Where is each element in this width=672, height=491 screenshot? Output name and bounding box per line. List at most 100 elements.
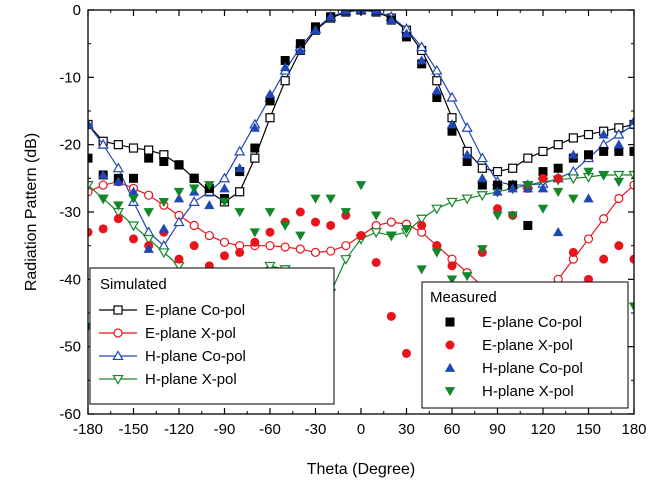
measured-point — [279, 62, 291, 72]
simulated-point — [583, 234, 594, 244]
x-tick-label: 30 — [398, 421, 415, 438]
simulated-point — [158, 248, 170, 259]
simulated-point — [295, 244, 305, 254]
measured-point — [614, 241, 624, 251]
legend-box — [421, 281, 629, 409]
simulated-point — [310, 247, 321, 257]
measured-point — [432, 241, 442, 251]
legend-label: E-plane X-pol — [482, 337, 573, 354]
measured-point — [568, 247, 578, 257]
measured-point — [356, 231, 366, 241]
simulated-point — [568, 133, 578, 143]
measured-point — [189, 241, 199, 251]
measured-point — [310, 25, 321, 35]
simulated-point — [143, 234, 155, 245]
measured-point — [401, 224, 412, 235]
measured-point — [310, 194, 321, 204]
measured-point — [113, 201, 124, 211]
measured-point — [295, 45, 306, 55]
simulated-point — [567, 174, 579, 185]
measured-point — [416, 265, 427, 275]
measured-point — [143, 243, 154, 253]
measured-point — [493, 180, 502, 190]
legends: Simulated E-plane Co-pol E-plane X-pol H-pl… — [89, 267, 629, 409]
measured-point — [295, 231, 306, 241]
simulated-point — [326, 246, 336, 256]
measured-point — [552, 187, 564, 197]
measured-point — [97, 194, 109, 204]
simulated-point — [250, 153, 260, 163]
measured-point — [158, 198, 170, 208]
measured-point — [128, 194, 139, 204]
legend-label: E-plane Co-pol — [145, 302, 245, 319]
measured-point — [447, 261, 457, 271]
measured-point — [113, 176, 124, 186]
simulated-point — [461, 122, 473, 132]
measured-point — [446, 119, 458, 129]
measured-point — [250, 237, 260, 247]
measured-point — [249, 122, 261, 132]
simulated-point — [189, 220, 199, 231]
measured-point — [88, 227, 93, 237]
measured-point — [568, 149, 579, 159]
measured-point — [461, 149, 473, 159]
measured-point — [97, 169, 109, 179]
y-tick-label: 0 — [73, 2, 81, 19]
measured-point — [507, 211, 518, 221]
measured-point — [629, 254, 634, 264]
measured-point — [188, 184, 200, 194]
simulated-point — [341, 241, 351, 251]
measured-point — [598, 171, 609, 181]
measured-point — [234, 163, 245, 173]
simulated-point — [583, 129, 594, 140]
simulated-point — [144, 145, 154, 155]
simulated-point — [173, 216, 185, 227]
legend-measured: Measured E-plane Co-pol E-plane X-pol H-pla… — [421, 281, 629, 409]
x-tick-label: -180 — [73, 421, 103, 438]
measured-point — [173, 193, 185, 203]
simulated-point — [446, 197, 458, 208]
measured-point — [174, 254, 184, 264]
legend-marker — [112, 374, 124, 385]
measured-point — [614, 146, 624, 156]
measured-point — [249, 228, 261, 238]
simulated-point — [280, 76, 290, 86]
x-tick-label: 60 — [444, 421, 461, 438]
legend-marker — [444, 387, 456, 397]
simulated-point — [127, 221, 140, 232]
y-tick-label: -60 — [59, 406, 81, 423]
measured-point — [98, 224, 108, 234]
simulated-point — [446, 91, 458, 102]
measured-series-3 — [88, 10, 634, 253]
y-tick-label: -10 — [59, 69, 81, 86]
simulated-point — [340, 255, 352, 265]
legend-marker — [445, 340, 455, 350]
measured-point — [599, 146, 609, 156]
measured-point — [628, 302, 634, 312]
measured-point — [447, 126, 457, 136]
simulated-point — [476, 152, 488, 163]
measured-point — [628, 115, 634, 125]
measured-point — [613, 177, 625, 187]
measured-point — [583, 167, 594, 177]
simulated-point — [599, 214, 609, 224]
measured-point — [265, 96, 275, 106]
legend-marker — [444, 362, 456, 372]
measured-point — [492, 211, 503, 221]
measured-point — [144, 153, 154, 163]
simulated-point — [280, 242, 290, 252]
legend-label: H-plane Co-pol — [482, 360, 583, 377]
simulated-point — [629, 180, 634, 190]
measured-point — [265, 227, 275, 237]
measured-point — [523, 220, 533, 230]
measured-point — [446, 275, 458, 285]
measured-point — [386, 311, 396, 321]
simulated-point — [98, 180, 108, 190]
x-axis-title: Theta (Degree) — [307, 461, 416, 478]
measured-point — [264, 208, 276, 218]
measured-point — [129, 234, 138, 244]
measured-point — [280, 56, 290, 65]
simulated-point — [431, 204, 443, 215]
simulated-point — [613, 170, 625, 181]
